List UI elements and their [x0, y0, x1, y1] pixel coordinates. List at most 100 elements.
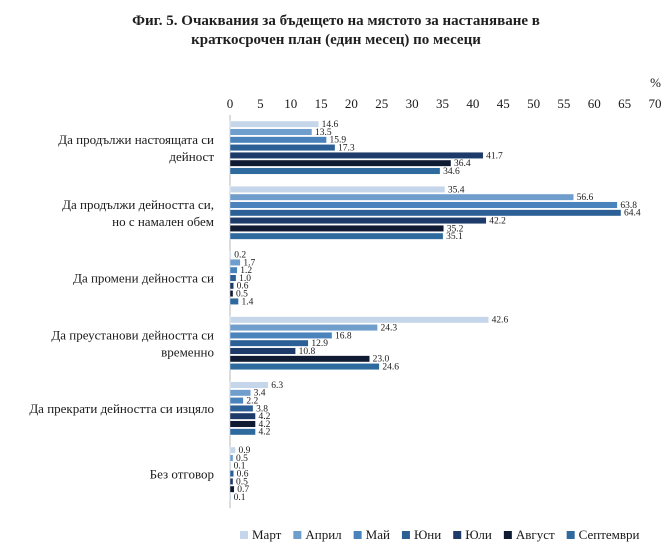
bar	[229, 266, 238, 274]
bar	[229, 232, 444, 240]
bar	[229, 324, 378, 331]
bar-value-label: 35.4	[448, 185, 465, 195]
axis-unit-label: %	[650, 75, 661, 90]
bar-value-label: 0.7	[237, 485, 249, 495]
legend-swatch	[401, 531, 410, 539]
bar-value-label: 42.2	[489, 217, 506, 227]
bar	[229, 251, 232, 258]
x-tick-label: 70	[649, 96, 662, 111]
bar-value-label: 1.7	[243, 258, 255, 268]
x-tick-label: 60	[588, 96, 601, 111]
category-label: но с намален обем	[112, 214, 214, 229]
legend-label: Юли	[465, 527, 492, 542]
legend-label: Август	[516, 527, 555, 542]
bar	[229, 339, 309, 347]
bar	[229, 493, 231, 501]
bar-value-label: 4.2	[259, 428, 271, 438]
bar	[229, 389, 251, 397]
bar	[229, 428, 256, 436]
bar	[229, 446, 236, 454]
bar-value-label: 56.6	[577, 193, 594, 203]
bar-value-label: 0.5	[236, 290, 248, 300]
legend-label: Май	[366, 527, 390, 542]
bar-value-label: 1.2	[240, 266, 252, 276]
chart-title: Фиг. 5. Очаквания за бъдещето на мястото…	[0, 12, 672, 50]
bar-value-label: 0.6	[237, 470, 249, 480]
bar-value-label: 0.1	[234, 462, 246, 472]
bar	[229, 290, 234, 297]
x-tick-label: 45	[497, 96, 510, 111]
x-tick-label: 30	[406, 96, 419, 111]
bar	[229, 274, 237, 282]
bar-value-label: 15.9	[330, 136, 347, 146]
legend-label: Април	[305, 527, 342, 542]
bar-value-label: 6.3	[271, 381, 283, 391]
bar-value-label: 2.2	[246, 397, 258, 407]
bar	[229, 298, 239, 305]
bar	[229, 332, 333, 339]
bar-value-label: 4.2	[259, 412, 271, 422]
bar	[229, 159, 452, 167]
bar	[229, 405, 254, 412]
bar	[229, 201, 618, 209]
bar-value-label: 24.6	[382, 363, 399, 373]
legend-label: Март	[252, 527, 282, 542]
bar-value-label: 63.8	[620, 201, 637, 211]
bar	[229, 454, 234, 462]
chart-title-line-2: краткосрочен план (един месец) по месеци	[191, 32, 481, 48]
bar-value-label: 13.5	[315, 128, 332, 138]
bar	[229, 259, 241, 266]
bar-value-label: 0.1	[234, 493, 246, 503]
bar-value-label: 0.2	[234, 251, 246, 261]
x-tick-label: 35	[436, 96, 449, 111]
bar-value-label: 0.5	[236, 454, 248, 464]
bar-value-label: 64.4	[624, 209, 641, 219]
bar-value-label: 16.8	[335, 331, 352, 341]
x-tick-label: 65	[618, 96, 631, 111]
bar	[229, 217, 487, 224]
category-label: Да преустанови дейността си	[51, 327, 214, 342]
bar	[229, 151, 484, 159]
legend-swatch	[453, 531, 462, 539]
category-label: дейност	[169, 149, 214, 164]
bar-value-label: 0.6	[237, 282, 249, 292]
category-label: Да продължи настоящата си	[58, 132, 214, 147]
legend-label: Юни	[414, 527, 441, 542]
bar-value-label: 36.4	[454, 159, 471, 169]
x-tick-label: 20	[345, 96, 358, 111]
bar	[229, 420, 256, 428]
bar-value-label: 42.6	[492, 316, 509, 326]
bar	[229, 478, 234, 485]
bar	[229, 412, 256, 420]
bar-value-label: 3.8	[256, 404, 268, 414]
category-label: временно	[161, 344, 214, 359]
bar	[229, 381, 269, 389]
bar	[229, 209, 622, 217]
bar-value-label: 4.2	[259, 420, 271, 430]
bar-value-label: 17.3	[338, 144, 355, 154]
bar-value-label: 0.5	[236, 477, 248, 487]
x-tick-label: 0	[227, 96, 234, 111]
bar	[229, 128, 313, 136]
bar	[229, 470, 234, 477]
bar	[229, 397, 244, 404]
bar	[229, 185, 446, 193]
bar	[229, 316, 489, 324]
x-tick-label: 55	[557, 96, 570, 111]
bar	[229, 120, 319, 128]
bar	[229, 167, 441, 175]
legend-label: Септември	[579, 527, 640, 542]
legend-swatch	[240, 531, 248, 539]
bar-value-label: 35.2	[447, 224, 464, 234]
bar	[229, 136, 327, 144]
bar	[229, 363, 380, 370]
x-tick-label: 25	[375, 96, 388, 111]
category-label: Да продължи дейността си,	[62, 197, 214, 212]
bar-value-label: 1.4	[242, 297, 254, 307]
bar-value-label: 12.9	[311, 339, 328, 349]
legend-swatch	[503, 531, 512, 539]
legend-swatch	[566, 531, 575, 539]
category-label: Без отговор	[150, 466, 214, 481]
bar-value-label: 34.6	[443, 167, 460, 177]
